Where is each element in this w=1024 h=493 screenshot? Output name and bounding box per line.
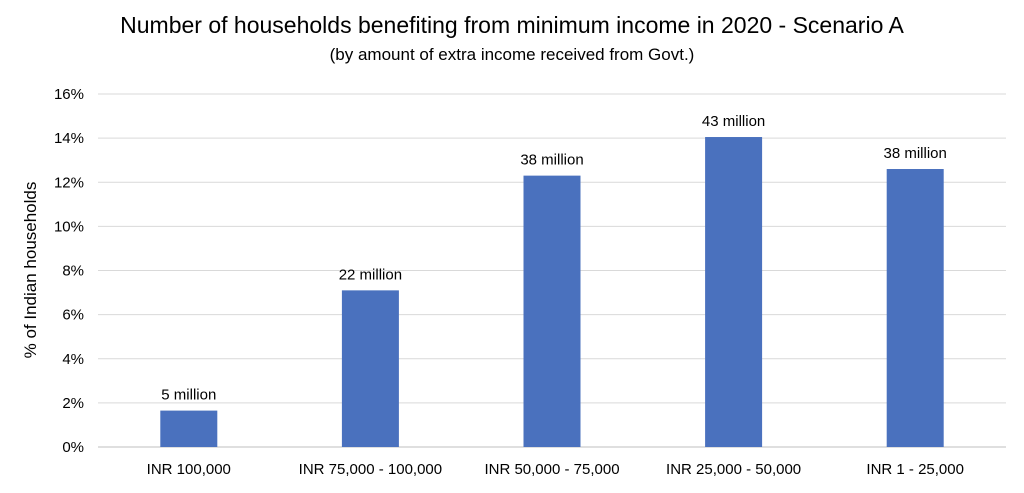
data-label: 38 million xyxy=(884,145,947,162)
y-tick-label: 6% xyxy=(62,307,84,324)
data-label: 22 million xyxy=(339,266,402,283)
y-axis-ticks: 0% 2% 4% 6% 8% 10% 12% 14% 16% xyxy=(54,86,84,456)
bar xyxy=(523,175,581,447)
x-axis-ticks: INR 100,000 INR 75,000 - 100,000 INR 50,00… xyxy=(147,461,964,478)
y-tick-label: 4% xyxy=(62,351,84,368)
y-tick-label: 14% xyxy=(54,130,84,147)
bar xyxy=(160,410,218,447)
y-tick-label: 16% xyxy=(54,86,84,103)
chart-title: Number of households benefiting from min… xyxy=(120,12,904,38)
data-label: 43 million xyxy=(702,113,765,130)
bar xyxy=(886,169,944,447)
bar xyxy=(705,137,763,447)
chart-subtitle: (by amount of extra income received from… xyxy=(330,45,695,64)
y-axis-label: % of Indian households xyxy=(21,182,40,359)
bar xyxy=(341,290,399,447)
y-tick-label: 8% xyxy=(62,263,84,280)
x-tick-label: INR 100,000 xyxy=(147,461,231,478)
y-tick-label: 0% xyxy=(62,439,84,456)
x-tick-label: INR 75,000 - 100,000 xyxy=(299,461,442,478)
x-tick-label: INR 1 - 25,000 xyxy=(866,461,964,478)
data-label: 38 million xyxy=(520,152,583,169)
bars xyxy=(160,137,944,447)
x-tick-label: INR 50,000 - 75,000 xyxy=(484,461,619,478)
data-labels: 5 million 22 million 38 million 43 million 3… xyxy=(161,113,947,404)
x-tick-label: INR 25,000 - 50,000 xyxy=(666,461,801,478)
y-tick-label: 10% xyxy=(54,218,84,235)
data-label: 5 million xyxy=(161,387,216,404)
y-tick-label: 2% xyxy=(62,395,84,412)
y-tick-label: 12% xyxy=(54,174,84,191)
